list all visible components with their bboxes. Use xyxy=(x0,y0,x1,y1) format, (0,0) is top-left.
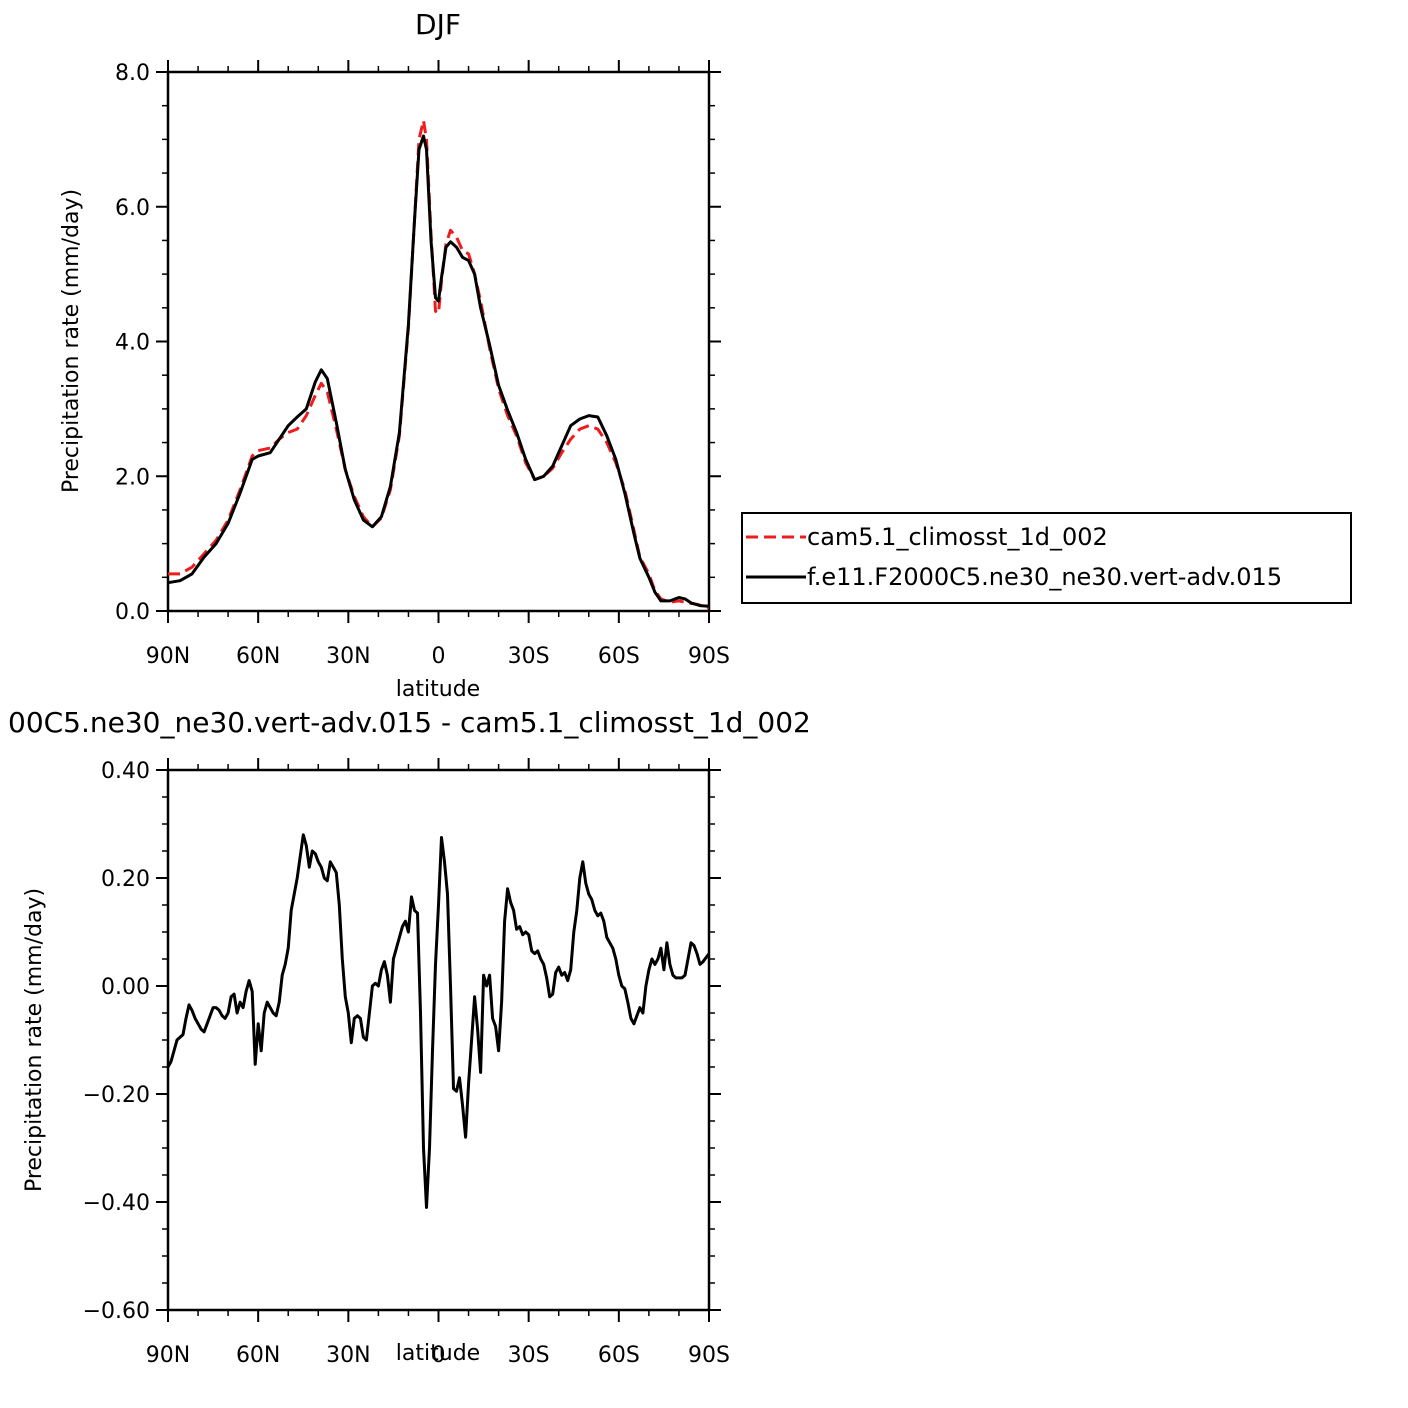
bottom-panel: 00C5.ne30_ne30.vert-adv.015 - cam5.1_cli… xyxy=(8,706,811,1368)
top-series-line-1 xyxy=(168,119,710,610)
bottom-y-axis-title: Precipitation rate (mm/day) xyxy=(22,888,47,1192)
top-y-tick-label: 4.0 xyxy=(115,331,150,356)
bottom-y-tick-label: −0.40 xyxy=(83,1191,150,1216)
bottom-x-tick-label: 90N xyxy=(146,1343,190,1368)
bottom-x-axis-title: latitude xyxy=(396,1341,480,1366)
top-x-tick-label: 90S xyxy=(688,644,730,669)
legend-label-series-1: cam5.1_climosst_1d_002 xyxy=(807,523,1108,551)
bottom-x-tick-label: 90S xyxy=(688,1343,730,1368)
top-plot-frame xyxy=(166,70,711,613)
bottom-y-tick-label: −0.20 xyxy=(83,1083,150,1108)
top-series-group xyxy=(167,119,710,610)
bottom-x-tick-label: 60N xyxy=(236,1343,280,1368)
bottom-series-group xyxy=(166,833,711,1209)
bottom-x-tick-label: 30S xyxy=(508,1343,550,1368)
bottom-series-line-1 xyxy=(166,833,711,1209)
top-x-axis-title: latitude xyxy=(396,677,480,702)
top-y-tick-label: 2.0 xyxy=(115,465,150,490)
top-chart-title: DJF xyxy=(415,8,461,41)
top-x-tick-label: 30S xyxy=(508,644,550,669)
bottom-x-tick-label: 0 xyxy=(432,1343,446,1368)
top-y-tick-label: 8.0 xyxy=(115,61,150,86)
legend: cam5.1_climosst_1d_002 f.e11.F2000C5.ne3… xyxy=(741,512,1352,604)
bottom-axis-ticks: 0.40 0.20 0.00 −0.20 −0.40 −0.60 90N 60N 30N 0 30S… xyxy=(83,758,730,1368)
legend-label-series-2: f.e11.F2000C5.ne30_ne30.vert-adv.015 xyxy=(807,563,1282,591)
top-panel: DJF 0.0 2.0 4.0 6.0 8.0 90N 60N 30N 0 30S 60S 90S l… xyxy=(59,8,1352,702)
legend-box xyxy=(741,512,1352,604)
bottom-y-tick-label: 0.00 xyxy=(101,975,150,1000)
top-y-axis-title: Precipitation rate (mm/day) xyxy=(59,189,84,493)
bottom-y-tick-label: −0.60 xyxy=(83,1299,150,1324)
top-x-tick-label: 30N xyxy=(326,644,370,669)
bottom-x-tick-label: 30N xyxy=(326,1343,370,1368)
top-y-tick-label: 6.0 xyxy=(115,196,150,221)
top-x-tick-label: 0 xyxy=(432,644,446,669)
bottom-y-tick-label: 0.40 xyxy=(101,759,150,784)
bottom-y-tick-label: 0.20 xyxy=(101,867,150,892)
top-x-tick-label: 60S xyxy=(598,644,640,669)
bottom-chart-title: 00C5.ne30_ne30.vert-adv.015 - cam5.1_cli… xyxy=(8,706,811,739)
top-axis-ticks: 0.0 2.0 4.0 6.0 8.0 90N 60N 30N 0 30S 60S 90S xyxy=(115,60,730,669)
top-x-tick-label: 90N xyxy=(146,644,190,669)
top-y-tick-label: 0.0 xyxy=(115,600,150,625)
top-x-tick-label: 60N xyxy=(236,644,280,669)
bottom-plot-frame xyxy=(166,768,711,1312)
top-series-line-2 xyxy=(167,134,710,608)
bottom-x-tick-label: 60S xyxy=(598,1343,640,1368)
